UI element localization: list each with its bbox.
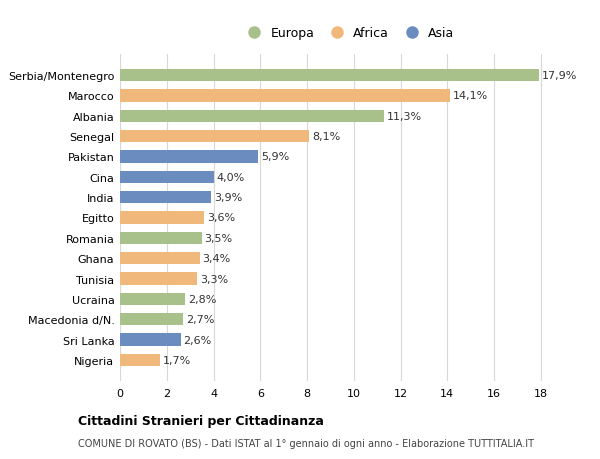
Bar [120,232,202,244]
Bar [120,171,214,184]
Bar [120,313,183,325]
Text: 2,6%: 2,6% [184,335,212,345]
Text: COMUNE DI ROVATO (BS) - Dati ISTAT al 1° gennaio di ogni anno - Elaborazione TUT: COMUNE DI ROVATO (BS) - Dati ISTAT al 1°… [78,438,534,448]
Bar [120,212,204,224]
Bar [120,111,384,123]
Text: 17,9%: 17,9% [541,71,577,81]
Text: 3,9%: 3,9% [214,193,242,203]
Bar [120,192,211,204]
Text: 2,7%: 2,7% [186,314,214,325]
Legend: Europa, Africa, Asia: Europa, Africa, Asia [237,22,459,45]
Text: 3,6%: 3,6% [207,213,235,223]
Text: 3,5%: 3,5% [205,233,233,243]
Bar [120,252,200,265]
Bar [120,293,185,305]
Text: 14,1%: 14,1% [452,91,488,101]
Text: 1,7%: 1,7% [163,355,191,365]
Bar [120,354,160,366]
Bar [120,273,197,285]
Text: 3,3%: 3,3% [200,274,228,284]
Text: 5,9%: 5,9% [261,152,289,162]
Bar [120,70,539,82]
Bar [120,90,450,102]
Text: 11,3%: 11,3% [387,112,422,122]
Text: 2,8%: 2,8% [188,294,217,304]
Bar [120,151,258,163]
Text: 8,1%: 8,1% [312,132,340,142]
Text: 3,4%: 3,4% [202,254,230,263]
Bar [120,334,181,346]
Bar [120,131,310,143]
Text: 4,0%: 4,0% [217,173,245,182]
Text: Cittadini Stranieri per Cittadinanza: Cittadini Stranieri per Cittadinanza [78,414,324,428]
